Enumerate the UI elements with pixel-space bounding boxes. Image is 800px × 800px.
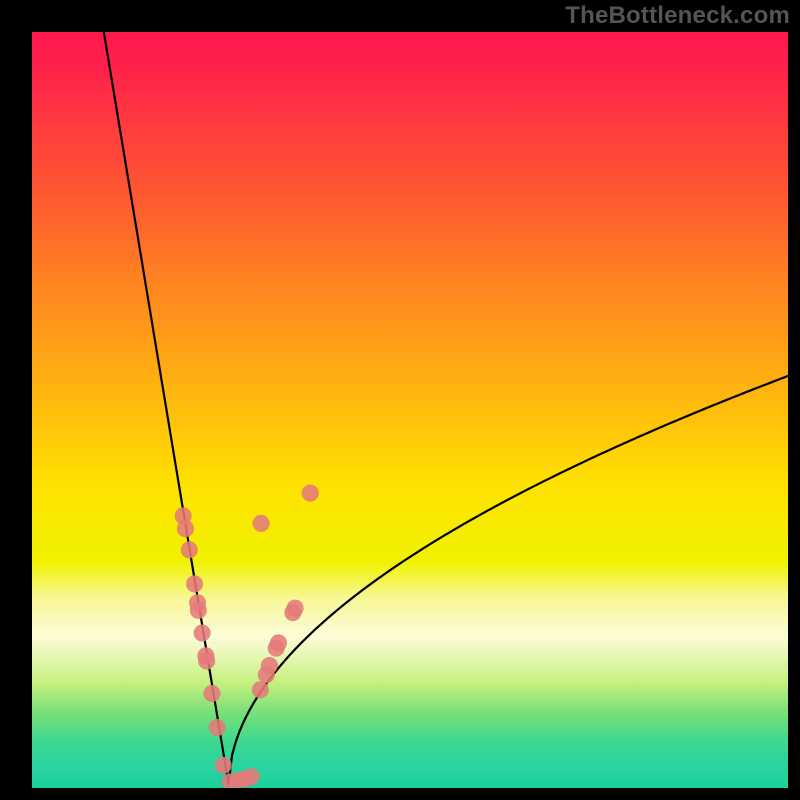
frame-bottom [0, 788, 800, 800]
plot-svg [32, 32, 788, 788]
data-point [270, 634, 287, 651]
chart-canvas: TheBottleneck.com [0, 0, 800, 800]
plot-area [32, 32, 788, 788]
data-point [181, 541, 198, 558]
data-point [177, 520, 194, 537]
frame-right [788, 0, 800, 800]
data-point [198, 652, 215, 669]
data-point [203, 685, 220, 702]
watermark-text: TheBottleneck.com [565, 2, 790, 30]
data-point [287, 600, 304, 617]
data-point [243, 768, 260, 785]
data-point [252, 681, 269, 698]
data-point [186, 575, 203, 592]
frame-left [0, 0, 32, 800]
data-point [215, 757, 232, 774]
data-point [261, 657, 278, 674]
gradient-background [32, 32, 788, 788]
data-point [209, 719, 226, 736]
data-point [302, 485, 319, 502]
data-point [253, 515, 270, 532]
data-point [190, 602, 207, 619]
data-point [194, 625, 211, 642]
